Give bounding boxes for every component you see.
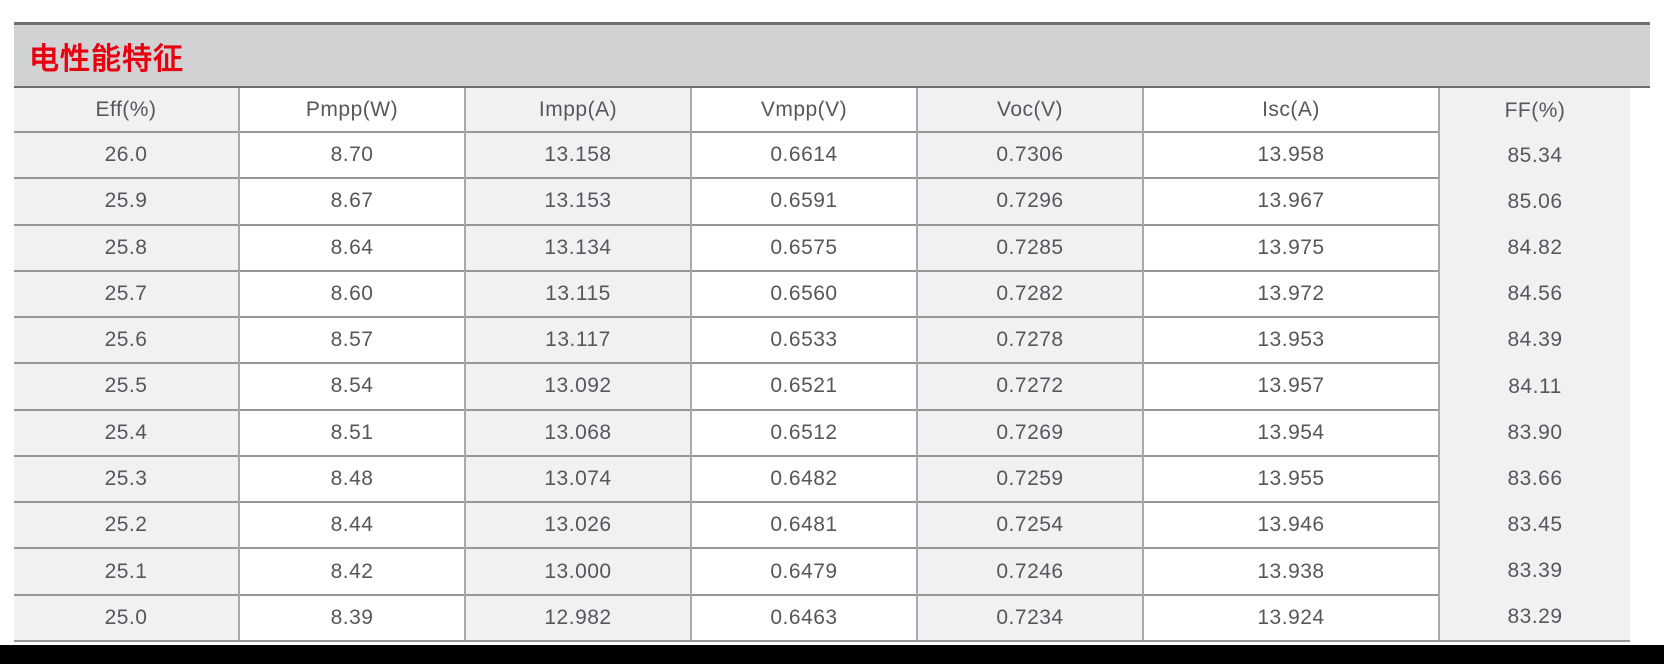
table-cell: 13.153 (466, 179, 690, 226)
table-cell: 25.7 (14, 272, 238, 319)
table-cell: 84.56 (1507, 282, 1563, 306)
table-cell: 0.7278 (918, 318, 1142, 365)
table-cell: 0.7282 (918, 272, 1142, 319)
table-cell: 13.924 (1257, 605, 1325, 629)
table-cell: 0.6512 (692, 411, 916, 457)
table-cell: 8.60 (240, 272, 464, 319)
table-cell: 13.938 (1144, 549, 1438, 596)
table-cell: 0.7285 (918, 226, 1142, 272)
table-cell: 0.6533 (692, 318, 916, 365)
table-cell: 13.957 (1144, 364, 1438, 411)
column-header: Voc(V) (918, 88, 1142, 133)
table-cell: 25.1 (14, 549, 238, 596)
column-header: FF(%) (1504, 98, 1566, 122)
table-cell: 0.6463 (770, 605, 838, 629)
table-cell: 0.7306 (918, 133, 1142, 180)
table-cell: 83.66 (1507, 466, 1563, 490)
table-cell: 8.48 (240, 457, 464, 504)
table-cell: 83.29 (1507, 604, 1563, 628)
table-cell: 13.955 (1144, 457, 1438, 504)
table-cell: 13.092 (466, 364, 690, 411)
page-bottom-bar (0, 645, 1664, 664)
table-cell: 83.90 (1507, 420, 1563, 444)
table-cell: 25.2 (14, 503, 238, 550)
table-cell: 0.6482 (692, 457, 916, 504)
table-cell: 25.9 (14, 179, 238, 226)
table-cell: 8.44 (240, 503, 464, 550)
table-cell: 13.134 (466, 226, 690, 272)
table-cell: 8.70 (240, 133, 464, 180)
table-column-ff: FF(%) 85.34 85.06 84.82 84.56 84.39 84.11 83.90… (1440, 88, 1630, 640)
table-cell: 0.6614 (692, 133, 916, 180)
column-header: Eff(%) (14, 88, 238, 133)
section-title-band: 电性能特征 (14, 22, 1650, 88)
table-cell: 0.6481 (692, 503, 916, 550)
table-cell: 0.7272 (918, 364, 1142, 411)
table-cell: 0.6479 (692, 549, 916, 596)
table-cell: 8.39 (330, 605, 374, 629)
table-cell: 8.57 (240, 318, 464, 365)
table-cell: 13.158 (466, 133, 690, 180)
table-column-isca: Isc(A) 13.958 13.967 13.975 13.972 13.953 13.9… (1144, 88, 1440, 640)
table-cell: 13.946 (1144, 503, 1438, 550)
table-column-eff: Eff(%) 26.0 25.9 25.8 25.7 25.6 25.5 25.4 25.3 25… (14, 88, 240, 640)
table-cell: 0.6521 (692, 364, 916, 411)
table-cell: 0.7259 (918, 457, 1142, 504)
table-cell: 25.6 (14, 318, 238, 365)
table-column-pmppw: Pmpp(W) 8.70 8.67 8.64 8.60 8.57 8.54 8.51 8.48 8… (240, 88, 466, 640)
table-column-imppa: Impp(A) 13.158 13.153 13.134 13.115 13.117 13.… (466, 88, 692, 640)
column-header: Pmpp(W) (240, 88, 464, 133)
table-cell: 0.7269 (918, 411, 1142, 457)
table-cell: 0.7296 (918, 179, 1142, 226)
table-cell: 84.82 (1507, 236, 1563, 260)
table-cell: 13.115 (466, 272, 690, 319)
table-cell: 26.0 (14, 133, 238, 180)
table-cell: 0.6575 (692, 226, 916, 272)
table-cell: 25.4 (14, 411, 238, 457)
table-cell: 13.958 (1144, 133, 1438, 180)
table-cell: 0.7234 (996, 605, 1064, 629)
table-cell: 13.026 (466, 503, 690, 550)
table-cell: 25.5 (14, 364, 238, 411)
table-cell: 0.7246 (918, 549, 1142, 596)
table-cell: 13.975 (1144, 226, 1438, 272)
table-cell: 13.953 (1144, 318, 1438, 365)
column-header: Isc(A) (1144, 88, 1438, 133)
table-cell: 0.6591 (692, 179, 916, 226)
table-cell: 85.34 (1507, 144, 1563, 168)
table-cell: 83.45 (1507, 512, 1563, 536)
column-header: Impp(A) (466, 88, 690, 133)
table-cell: 25.8 (14, 226, 238, 272)
table-column-vocv: Voc(V) 0.7306 0.7296 0.7285 0.7282 0.7278 0.72… (918, 88, 1144, 640)
table-cell: 25.0 (104, 605, 148, 629)
table-cell: 8.51 (240, 411, 464, 457)
table-cell: 13.068 (466, 411, 690, 457)
table-cell: 13.954 (1144, 411, 1438, 457)
table-cell: 84.11 (1508, 374, 1562, 398)
table-cell: 83.39 (1507, 558, 1563, 582)
table-cell: 13.972 (1144, 272, 1438, 319)
table-cell: 13.000 (466, 549, 690, 596)
table-cell: 8.64 (240, 226, 464, 272)
table-cell: 0.6560 (692, 272, 916, 319)
table-cell: 8.54 (240, 364, 464, 411)
table-cell: 85.06 (1507, 190, 1563, 214)
table-column-vmppv: Vmpp(V) 0.6614 0.6591 0.6575 0.6560 0.6533 0.6… (692, 88, 918, 640)
table-cell: 13.117 (466, 318, 690, 365)
table-cell: 25.3 (14, 457, 238, 504)
column-header: Vmpp(V) (692, 88, 916, 133)
table-cell: 0.7254 (918, 503, 1142, 550)
table-cell: 84.39 (1507, 328, 1563, 352)
section-title: 电性能特征 (29, 41, 184, 77)
performance-table: Eff(%) 26.0 25.9 25.8 25.7 25.6 25.5 25.4 25.3 25… (14, 88, 1630, 642)
table-cell: 12.982 (544, 605, 612, 629)
table-cell: 13.967 (1144, 179, 1438, 226)
table-cell: 8.67 (240, 179, 464, 226)
table-cell: 8.42 (240, 549, 464, 596)
table-cell: 13.074 (466, 457, 690, 504)
